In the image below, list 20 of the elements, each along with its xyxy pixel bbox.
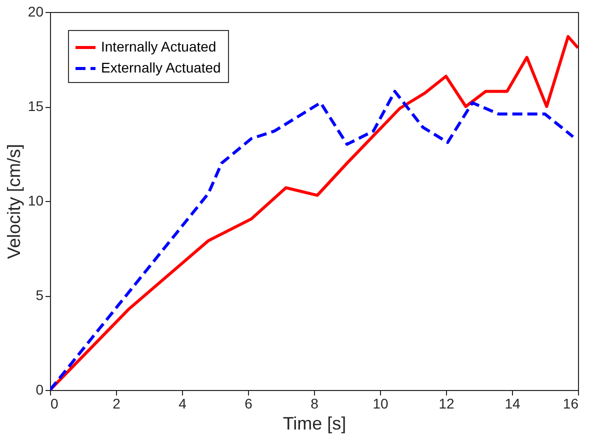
x-tick-label: 4 — [178, 396, 187, 412]
x-tick-label: 16 — [562, 396, 579, 412]
line-series — [50, 35, 578, 390]
x-tick-label: 2 — [112, 396, 121, 412]
x-tick-label: 14 — [504, 396, 520, 412]
y-tick-label: 5 — [36, 287, 44, 303]
x-tick-label: 10 — [372, 396, 388, 412]
y-tick-label: 10 — [28, 192, 44, 208]
x-tick-label: 12 — [438, 396, 454, 412]
line-series — [50, 90, 575, 390]
y-tick-label: 20 — [28, 4, 44, 20]
x-tick-label: 0 — [50, 396, 58, 412]
y-axis-title: Velocity [cm/s] — [4, 144, 24, 260]
x-tick-label: 6 — [244, 396, 253, 412]
legend-label: Internally Actuated — [101, 38, 216, 54]
y-tick-label: 0 — [36, 382, 44, 398]
legend-label: Externally Actuated — [101, 60, 221, 76]
y-tick-label: 15 — [28, 98, 44, 114]
x-tick-label: 8 — [310, 396, 319, 412]
x-axis-title: Time [s] — [282, 414, 346, 434]
